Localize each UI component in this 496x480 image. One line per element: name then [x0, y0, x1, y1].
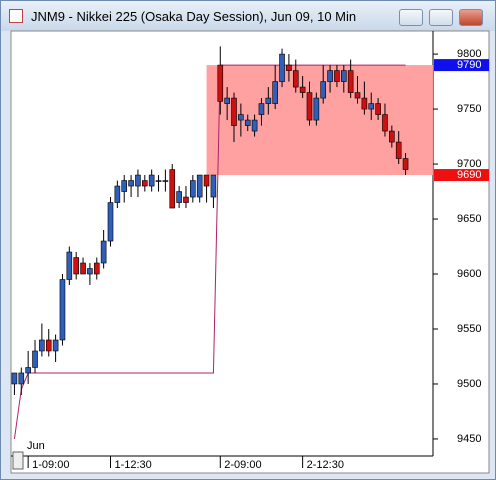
x-tick-label: 2-09:00 [224, 459, 261, 471]
candle-body [52, 339, 59, 352]
y-tick-label: 9800 [457, 48, 481, 60]
candle-body [107, 202, 114, 242]
price-marker [434, 59, 489, 72]
y-tick-label: 9450 [457, 433, 481, 445]
price-marker-label: 9690 [457, 169, 481, 181]
candle-body [59, 279, 66, 341]
candle-body [87, 268, 93, 275]
candle-body [354, 92, 361, 99]
candle-body [169, 169, 176, 209]
candle-body [279, 53, 285, 82]
candle-body [80, 262, 86, 275]
candle-body [361, 97, 368, 110]
candle-body [148, 174, 155, 187]
candle-body [114, 185, 121, 203]
candle-body [375, 103, 381, 115]
candle-body [395, 141, 402, 159]
candle-body [238, 114, 244, 121]
candle-body [142, 180, 148, 187]
window-title: JNM9 - Nikkei 225 (Osaka Day Session), J… [31, 9, 357, 24]
range-box [206, 65, 433, 176]
overlay-line [13, 64, 406, 440]
x-tick-label: 2-12:30 [307, 459, 344, 471]
date-label: Jun [27, 440, 45, 452]
candle-body [217, 64, 224, 102]
candle-body [389, 130, 395, 143]
price-marker [434, 169, 489, 182]
candle-body [128, 180, 134, 187]
candle-body [327, 70, 333, 82]
y-tick-label: 9500 [457, 378, 481, 390]
candle-body [244, 119, 251, 126]
candle-body [224, 97, 230, 104]
y-tick-label: 9550 [457, 323, 481, 335]
y-tick-label: 9700 [457, 158, 481, 170]
candle-body [258, 103, 265, 115]
candle-body [251, 119, 258, 132]
x-tick-label: 1-12:30 [114, 459, 151, 471]
candle-body [11, 372, 18, 385]
candle-body [39, 339, 45, 352]
candle-body [183, 196, 189, 203]
candle-body [73, 257, 79, 275]
candle-body [402, 158, 409, 170]
close-button[interactable] [459, 9, 483, 26]
candle-body [368, 103, 375, 110]
candle-body [286, 64, 292, 71]
candle-body [203, 174, 210, 187]
candle-body [313, 97, 320, 121]
y-tick-label: 9750 [457, 103, 481, 115]
candle-body [334, 70, 340, 82]
candle-body [45, 339, 52, 352]
candle-body [231, 97, 237, 126]
candle-body [306, 92, 313, 121]
candle-body [155, 180, 162, 182]
candle-body [196, 174, 203, 198]
candle-body [190, 180, 196, 198]
candle-body [18, 372, 25, 385]
candle-body [292, 70, 299, 88]
x-tick-label: 1-09:00 [32, 459, 69, 471]
candle-body [100, 240, 107, 264]
y-tick-label: 9600 [457, 268, 481, 280]
candle-body [320, 81, 327, 99]
candle-body [121, 180, 128, 192]
candle-body [347, 70, 354, 93]
price-marker-label: 9790 [457, 59, 481, 71]
candle-body [66, 251, 73, 280]
candle-body [265, 97, 272, 104]
candle-body [162, 180, 169, 182]
candle-body [272, 81, 278, 104]
candle-body [32, 350, 38, 368]
app-icon [9, 9, 23, 23]
candle-body [382, 114, 388, 132]
candle-body [93, 262, 100, 275]
candle-body [299, 86, 306, 93]
minimize-button[interactable] [399, 9, 423, 26]
candle-body [176, 191, 182, 203]
candle-body [210, 174, 217, 198]
y-tick-label: 9650 [457, 213, 481, 225]
maximize-button[interactable] [429, 9, 453, 26]
candle-body [25, 367, 31, 374]
candle-body [135, 174, 141, 187]
title-bar: JNM9 - Nikkei 225 (Osaka Day Session), J… [1, 1, 495, 31]
scroll-box[interactable] [12, 451, 24, 470]
candle-body [340, 70, 347, 82]
